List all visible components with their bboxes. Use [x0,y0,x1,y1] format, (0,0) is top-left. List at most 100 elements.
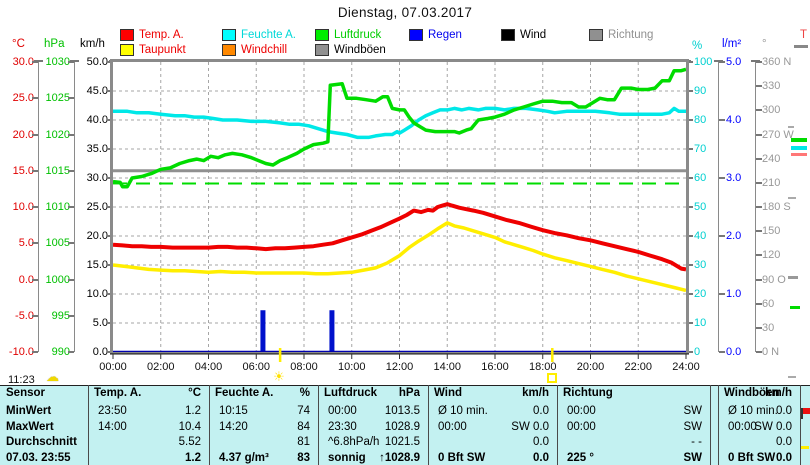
legend-swatch-icon [501,29,515,41]
axis-tick [687,235,693,237]
axis-unit-label: km/h [80,38,105,50]
table-cell-time: 14:00 [98,420,127,433]
legend-label: Taupunkt [139,44,186,56]
axis-tick [756,109,762,112]
axis-tick-label: 40 [694,230,707,242]
table-cell-time: 225 ° [567,451,594,464]
edge-value-marker [794,45,808,48]
axis-tick-label: 0 N [762,346,780,358]
table-column-divider [718,385,719,465]
axis-tick-label: 5.0 [18,237,34,250]
axis-tick-label: 50 [694,201,707,213]
axis-tick-label: 25.0 [12,92,34,105]
yellow-dash-icon [801,446,809,449]
axis-tick-label: 120 [762,249,781,262]
table-cell-time: 00:00 [728,420,757,433]
axis-tick-label: 240 [762,152,781,165]
axis-tick [687,293,693,295]
table-header-name: Windböen [724,387,780,399]
x-axis-tick-label: 14:00 [433,361,462,373]
edge-value-marker [790,306,800,309]
legend-item-regen: Regen [409,29,462,41]
axis-tick [687,148,693,150]
x-axis-tick-label: 00:00 [99,361,127,373]
table-cell-time: 00:00 [567,405,596,417]
red-flag-icon [803,408,810,414]
legend-item-taupunkt: Taupunkt [120,44,186,56]
table-column-divider [557,385,558,465]
table-header-name: Luftdruck [324,387,378,399]
legend-swatch-icon [315,29,329,41]
table-column-divider [710,385,711,465]
table-cell-time: ^6.8hPa/h [328,436,380,448]
axis-tick [68,206,74,208]
axis-tick [32,314,38,317]
series-feuchte-a- [113,106,686,140]
axis-tick-label: -5.0 [15,309,34,322]
flag-pole-icon [801,408,803,419]
table-cell-value: 74 [297,405,310,417]
legend-item-richtung: Richtung [589,29,653,41]
axis-tick [32,61,38,63]
axis-tick [756,206,762,208]
legend-item-windchill: Windchill [222,44,287,56]
table-row-label: 07.03. 23:55 [6,451,71,464]
axis-tick-label: 1.0 [726,288,742,300]
axis-tick-label: 30.0 [12,56,34,68]
axis-tick-label: 330 [762,80,781,93]
axis-tick [68,278,74,281]
axis-tick [32,351,38,353]
legend-swatch-icon [222,29,236,41]
axis-line [755,62,756,352]
axis-tick [719,235,725,237]
axis-tick [756,230,762,233]
sunset-square-icon [547,373,558,383]
axis-tick [719,293,725,295]
x-axis-tick-label: 18:00 [528,361,557,373]
edge-value-marker [791,138,807,142]
axis-unit-label: hPa [44,38,65,50]
axis-tick-label: 35.0 [86,143,108,155]
table-cell-time: 00:00 [438,420,467,433]
axis-top-tick [34,60,43,62]
table-header-unit: km/h [765,387,792,399]
axis-tick-label: 60 [762,297,775,310]
axis-tick-label: 80 [694,114,707,126]
legend-swatch-icon [120,29,134,41]
table-header-name: Richtung [563,387,613,399]
table-cell-value: 0.0 [776,405,792,417]
axis-tick-label: 25.0 [86,201,108,213]
axis-tick [687,206,693,208]
legend-item-feuchte-a-: Feuchte A. [222,29,296,41]
axis-tick [687,90,693,92]
axis-tick [68,97,74,100]
table-cell-time: Ø 10 min. [438,405,488,417]
table-header-unit: °C [188,387,201,399]
axis-unit-label: % [692,40,703,52]
legend-item-temp-a-: Temp. A. [120,29,184,41]
legend-swatch-icon [120,44,134,56]
legend-item-wind: Wind [501,29,546,41]
x-axis-tick-label: 12:00 [385,361,414,373]
axis-tick [68,169,74,172]
table-cell-value: SW [683,451,702,464]
table-cell-value: 1021.5 [384,436,420,448]
axis-tick-label: 20.0 [86,230,108,242]
edge-value-marker [788,126,794,128]
axis-tick-label: 40.0 [86,114,108,126]
edge-value-marker [788,197,796,199]
table-cell-value: SW 0.0 [511,420,549,433]
axis-tick-label: 270 W [762,128,794,141]
x-axis-tick-label: 08:00 [290,361,318,373]
table-cell-value: SW [683,405,702,417]
axis-tick [756,254,762,257]
axis-tick-label: 1025 [45,92,70,105]
axis-tick [68,133,74,136]
legend-swatch-icon [315,44,329,56]
table-cell-time: sonnig [328,451,366,464]
table-header-name: Wind [434,387,462,399]
axis-tick [756,326,762,329]
table-cell-value: 0.0 [533,405,549,417]
table-row-label: Durchschnitt [6,436,77,448]
axis-tick-label: 70 [694,143,707,155]
